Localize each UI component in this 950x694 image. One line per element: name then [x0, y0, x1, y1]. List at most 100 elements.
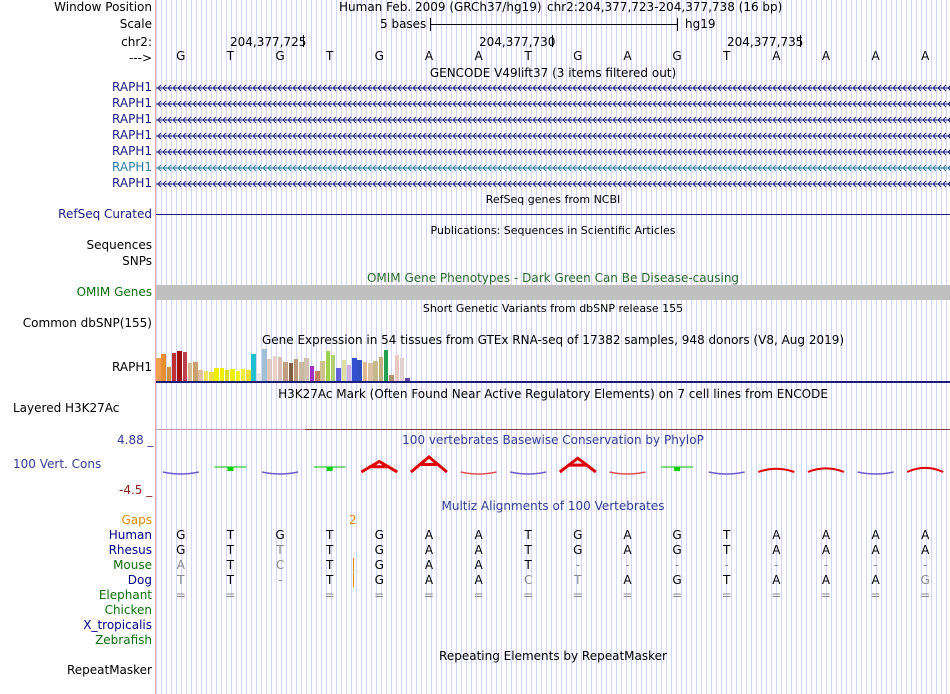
gtex-tissue-bar[interactable] [368, 363, 373, 381]
publications-label[interactable]: Sequences [86, 238, 152, 252]
gtex-tissue-bar[interactable] [235, 371, 240, 381]
strand-chevron [207, 132, 212, 140]
gtex-tissue-bar[interactable] [177, 351, 182, 381]
gencode-gene-label[interactable]: RAPH1 [112, 128, 152, 142]
gtex-label[interactable]: RAPH1 [112, 360, 152, 374]
species-label[interactable]: Human [108, 528, 152, 542]
gtex-tissue-bar[interactable] [214, 368, 219, 381]
strand-chevron [812, 148, 817, 156]
gtex-tissue-bar[interactable] [325, 351, 331, 381]
gtex-tissue-bar[interactable] [161, 354, 166, 381]
gtex-tissue-bar[interactable] [171, 353, 177, 381]
gencode-transcript[interactable] [156, 83, 950, 93]
gtex-tissue-bar[interactable] [405, 378, 410, 381]
gencode-transcript[interactable] [156, 163, 950, 173]
gtex-tissue-bar[interactable] [346, 365, 352, 381]
strand-chevron [557, 180, 562, 188]
gtex-tissue-bar[interactable] [246, 370, 251, 381]
gtex-tissue-bar[interactable] [341, 360, 346, 381]
gtex-tissue-bar[interactable] [389, 375, 394, 381]
repeatmasker-label[interactable]: RepeatMasker [66, 663, 152, 677]
gencode-gene-label[interactable]: RAPH1 [112, 144, 152, 158]
gencode-gene-label[interactable]: RAPH1 [112, 160, 152, 174]
species-label[interactable]: Dog [127, 573, 152, 587]
strand-chevron [577, 180, 582, 188]
strand-chevron [802, 84, 807, 92]
h3k27ac-label[interactable]: Layered H3K27Ac [13, 401, 120, 415]
gtex-tissue-bar[interactable] [293, 359, 299, 381]
phylop-label[interactable]: 100 Vert. Cons [13, 457, 102, 471]
gtex-tissue-bar[interactable] [193, 362, 198, 381]
gtex-tissue-bar[interactable] [288, 363, 293, 381]
gtex-tissue-bar[interactable] [320, 361, 325, 381]
gencode-gene-label[interactable]: RAPH1 [112, 176, 152, 190]
gtex-tissue-bar[interactable] [240, 369, 246, 381]
gtex-tissue-bar[interactable] [251, 354, 256, 381]
strand-chevron [202, 132, 207, 140]
phylop-conservation-plot[interactable] [156, 452, 950, 482]
species-label[interactable]: Mouse [113, 558, 152, 572]
gencode-gene-label[interactable]: RAPH1 [112, 96, 152, 110]
strand-chevron [702, 132, 707, 140]
gencode-gene-label[interactable]: RAPH1 [112, 80, 152, 94]
gtex-tissue-bar[interactable] [209, 372, 214, 381]
gencode-transcript[interactable] [156, 131, 950, 141]
gtex-tissue-bar[interactable] [362, 362, 368, 381]
strand-chevron [642, 84, 647, 92]
position-readout[interactable]: chr2:204,377,723-204,377,738 (16 bp) [547, 0, 783, 14]
gtex-tissue-bar[interactable] [330, 355, 336, 381]
strand-chevron [867, 164, 872, 172]
gtex-tissue-bar[interactable] [304, 358, 309, 381]
dbsnp-label[interactable]: Common dbSNP(155) [22, 316, 152, 330]
gtex-tissue-bar[interactable] [272, 356, 278, 381]
species-label[interactable]: Rhesus [108, 543, 152, 557]
gtex-tissue-bar[interactable] [383, 350, 389, 381]
gtex-tissue-bar[interactable] [262, 349, 267, 381]
gtex-tissue-bar[interactable] [182, 352, 187, 381]
gtex-tissue-bar[interactable] [203, 371, 209, 381]
gtex-tissue-bar[interactable] [399, 358, 405, 381]
grid-line [526, 0, 527, 694]
gtex-tissue-bar[interactable] [256, 373, 262, 381]
gencode-transcript[interactable] [156, 179, 950, 189]
snps-label[interactable]: SNPs [122, 254, 152, 268]
gtex-tissue-bar[interactable] [187, 363, 193, 381]
strand-chevron [437, 84, 442, 92]
omim-gene-block[interactable] [156, 285, 950, 300]
gtex-tissue-bar[interactable] [166, 367, 172, 381]
gtex-tissue-bar[interactable] [224, 370, 230, 381]
gtex-tissue-bar[interactable] [357, 360, 362, 381]
gtex-tissue-bar[interactable] [267, 359, 272, 381]
refseq-label[interactable]: RefSeq Curated [58, 207, 152, 221]
species-label[interactable]: Zebrafish [95, 633, 152, 647]
gtex-tissue-bar[interactable] [315, 371, 320, 381]
grid-line [376, 0, 377, 694]
gtex-tissue-bar[interactable] [277, 357, 283, 381]
gtex-tissue-bar[interactable] [373, 361, 378, 381]
gtex-tissue-bar[interactable] [352, 358, 357, 381]
omim-label[interactable]: OMIM Genes [76, 285, 152, 299]
gtex-tissue-bar[interactable] [230, 369, 235, 381]
gtex-tissue-bar[interactable] [156, 358, 161, 381]
gencode-gene-label[interactable]: RAPH1 [112, 112, 152, 126]
alignment-base: = [820, 588, 831, 602]
species-label[interactable]: X_tropicalis [83, 618, 152, 632]
refseq-gene-line[interactable] [156, 214, 950, 215]
gtex-tissue-bar[interactable] [219, 368, 225, 381]
species-label[interactable]: Elephant [98, 588, 152, 602]
gtex-tissue-bar[interactable] [309, 366, 315, 381]
gtex-tissue-bar[interactable] [283, 362, 288, 381]
gtex-tissue-bar[interactable] [198, 370, 203, 381]
strand-chevron [157, 100, 162, 108]
gtex-tissue-bar[interactable] [394, 355, 399, 381]
strand-chevron [617, 132, 622, 140]
species-label[interactable]: Chicken [104, 603, 152, 617]
gencode-transcript[interactable] [156, 115, 950, 125]
gtex-tissue-bar[interactable] [336, 368, 341, 381]
gtex-tissue-bar[interactable] [378, 357, 384, 381]
gencode-transcript[interactable] [156, 99, 950, 109]
strand-chevron [572, 100, 577, 108]
strand-chevron [377, 84, 382, 92]
gtex-tissue-bar[interactable] [299, 362, 304, 381]
gencode-transcript[interactable] [156, 147, 950, 157]
